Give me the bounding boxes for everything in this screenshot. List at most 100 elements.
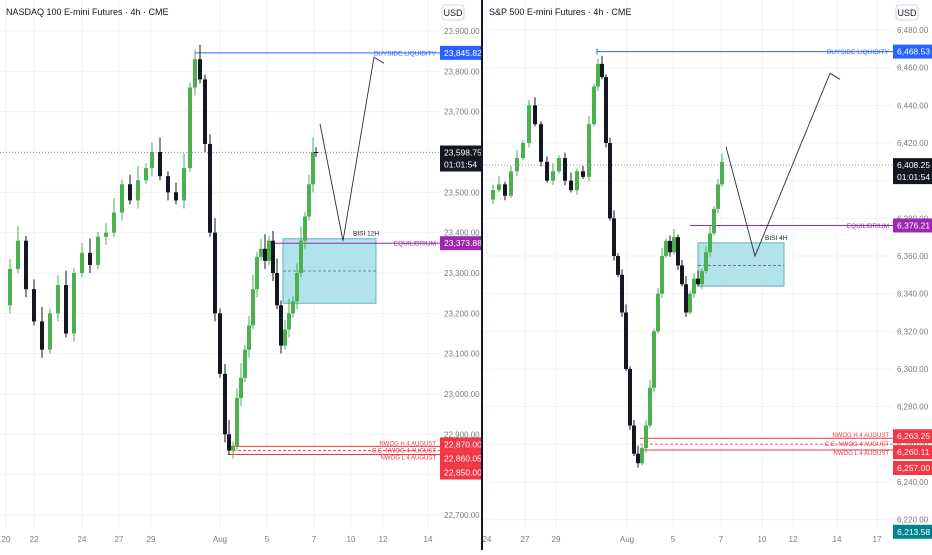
sp500-candle-body[interactable] (712, 208, 716, 234)
nasdaq-candle-body[interactable] (255, 256, 259, 290)
sp500-plot-area[interactable] (483, 0, 893, 530)
nasdaq-candle-body[interactable] (235, 398, 239, 447)
sp500-candle-body[interactable] (668, 240, 672, 253)
sp500-candle-body[interactable] (704, 252, 708, 272)
nasdaq-candle-body[interactable] (271, 240, 275, 273)
sp500-candle-body[interactable] (557, 158, 561, 172)
nasdaq-candle-body[interactable] (303, 216, 307, 241)
nasdaq-candle-body[interactable] (247, 325, 251, 350)
nasdaq-candle-body[interactable] (218, 313, 222, 374)
nasdaq-candle-body[interactable] (128, 184, 132, 201)
nasdaq-candle-body[interactable] (188, 87, 192, 169)
sp500-candle-body[interactable] (569, 180, 573, 191)
sp500-candle-body[interactable] (491, 190, 495, 200)
sp500-candle-body[interactable] (664, 240, 668, 256)
nasdaq-candle-body[interactable] (144, 168, 148, 181)
nasdaq-candle-body[interactable] (203, 79, 207, 144)
sp500-candle-body[interactable] (608, 143, 612, 219)
nasdaq-candle-body[interactable] (231, 446, 235, 451)
nasdaq-candle-body[interactable] (275, 273, 279, 306)
sp500-candle-body[interactable] (596, 63, 600, 87)
sp500-candle-body[interactable] (503, 184, 507, 196)
nasdaq-candle-body[interactable] (40, 321, 44, 350)
nasdaq-candle-body[interactable] (72, 273, 76, 334)
nasdaq-usd-button[interactable] (441, 4, 465, 21)
nasdaq-candle-body[interactable] (64, 285, 68, 334)
sp500-candle-body[interactable] (628, 369, 632, 426)
nasdaq-candle-body[interactable] (251, 289, 255, 326)
sp500-candle-body[interactable] (527, 105, 531, 143)
nasdaq-candle-body[interactable] (198, 59, 202, 80)
nasdaq-candle-body[interactable] (193, 59, 197, 88)
nasdaq-candle-body[interactable] (158, 152, 162, 177)
sp500-candle-body[interactable] (696, 278, 700, 285)
nasdaq-projection-path[interactable] (319, 56, 385, 241)
sp500-candle-body[interactable] (600, 63, 604, 78)
sp500-bisi-zone[interactable] (697, 242, 785, 287)
sp500-candle-body[interactable] (515, 158, 519, 172)
nasdaq-candle-body[interactable] (166, 176, 170, 193)
sp500-candle-body[interactable] (587, 124, 591, 177)
sp500-candle-body[interactable] (680, 265, 684, 285)
nasdaq-candle-body[interactable] (287, 313, 291, 330)
nasdaq-candle-body[interactable] (267, 240, 271, 261)
nasdaq-candle-body[interactable] (150, 152, 154, 169)
panel-divider[interactable] (481, 0, 483, 550)
nasdaq-candle-body[interactable] (243, 349, 247, 378)
sp500-candle-body[interactable] (684, 284, 688, 313)
sp500-candle-body[interactable] (660, 256, 664, 294)
nasdaq-candle-body[interactable] (295, 273, 299, 302)
sp500-candle-body[interactable] (648, 387, 652, 426)
sp500-candle-body[interactable] (563, 158, 567, 181)
sp500-candle-body[interactable] (676, 237, 680, 266)
sp500-candle-body[interactable] (652, 331, 656, 388)
sp500-candle-body[interactable] (620, 274, 624, 313)
sp500-candle-body[interactable] (640, 448, 644, 464)
nasdaq-candle-body[interactable] (259, 248, 263, 257)
nasdaq-candle-body[interactable] (32, 289, 36, 322)
nasdaq-candle-body[interactable] (213, 232, 217, 314)
nasdaq-candle-body[interactable] (283, 329, 287, 346)
nasdaq-candle-body[interactable] (24, 240, 28, 290)
sp500-candle-body[interactable] (672, 237, 676, 253)
nasdaq-candle-body[interactable] (314, 152, 318, 153)
nasdaq-candle-body[interactable] (16, 240, 20, 269)
sp500-candle-body[interactable] (521, 143, 525, 159)
sp500-candle-body[interactable] (539, 124, 543, 162)
sp500-candle-body[interactable] (497, 184, 501, 191)
nasdaq-time-axis[interactable] (0, 530, 440, 550)
sp500-candle-body[interactable] (632, 425, 636, 454)
sp500-candle-body[interactable] (604, 77, 608, 143)
sp500-candle-body[interactable] (581, 171, 585, 177)
nasdaq-candle-body[interactable] (112, 212, 116, 233)
sp500-candle-body[interactable] (575, 171, 579, 191)
nasdaq-candle-body[interactable] (48, 313, 52, 350)
nasdaq-candle-body[interactable] (80, 252, 84, 273)
nasdaq-candle-body[interactable] (307, 184, 311, 217)
nasdaq-candle-body[interactable] (239, 377, 243, 399)
sp500-usd-button[interactable] (895, 4, 919, 21)
sp500-candle-body[interactable] (644, 425, 648, 449)
sp500-candle-body[interactable] (592, 86, 596, 125)
nasdaq-candle-body[interactable] (279, 305, 283, 346)
sp500-candle-body[interactable] (700, 271, 704, 285)
nasdaq-candle-body[interactable] (56, 285, 60, 314)
nasdaq-candle-body[interactable] (299, 240, 303, 273)
nasdaq-candle-body[interactable] (174, 192, 178, 201)
sp500-candle-body[interactable] (624, 312, 628, 370)
nasdaq-candle-body[interactable] (227, 434, 231, 451)
nasdaq-candle-body[interactable] (208, 143, 212, 233)
nasdaq-candle-body[interactable] (120, 184, 124, 213)
sp500-candle-body[interactable] (551, 171, 555, 181)
nasdaq-candle-body[interactable] (136, 180, 140, 201)
sp500-projection-path[interactable] (725, 72, 841, 258)
sp500-candle-body[interactable] (708, 233, 712, 253)
nasdaq-candle-body[interactable] (88, 252, 92, 265)
sp500-candle-body[interactable] (688, 293, 692, 313)
sp500-candle-body[interactable] (692, 278, 696, 294)
nasdaq-candle-body[interactable] (311, 152, 315, 185)
sp500-candle-body[interactable] (533, 105, 537, 125)
sp500-candle-body[interactable] (720, 161, 724, 185)
sp500-candle-body[interactable] (636, 453, 640, 464)
nasdaq-candle-body[interactable] (182, 168, 186, 201)
